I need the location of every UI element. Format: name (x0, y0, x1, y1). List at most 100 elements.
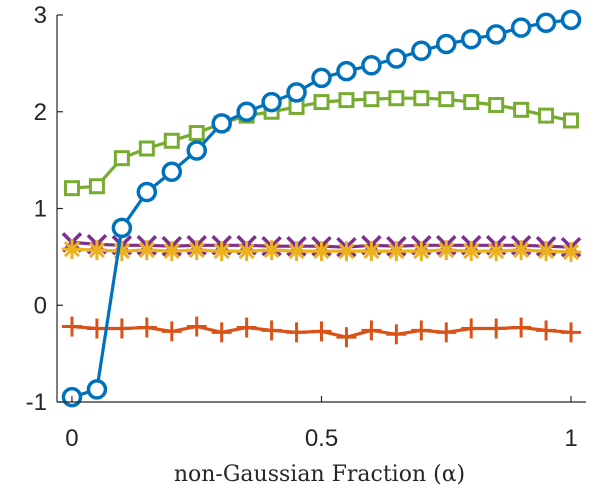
data-point (61, 239, 82, 260)
data-point (286, 241, 307, 262)
data-point (111, 241, 132, 262)
data-point (386, 48, 407, 69)
data-point (286, 82, 307, 103)
marker-stroke (213, 243, 230, 260)
data-point (311, 67, 332, 89)
data-point (313, 94, 330, 111)
data-point (460, 28, 482, 50)
data-point (86, 379, 108, 400)
data-point (411, 241, 432, 262)
data-point (86, 240, 107, 261)
data-point (560, 9, 582, 31)
y-tick-label: 2 (34, 99, 47, 126)
data-point (561, 242, 582, 263)
data-point (211, 322, 232, 343)
data-point (161, 241, 182, 262)
data-point (236, 101, 257, 122)
series-circle (61, 9, 582, 408)
data-point (338, 92, 355, 109)
x-tick-label: 0 (65, 425, 78, 452)
data-point (436, 240, 457, 261)
data-point (261, 91, 282, 113)
data-point (513, 101, 530, 118)
marker-stroke (488, 243, 505, 260)
data-point (136, 317, 157, 338)
marker-stroke (388, 243, 405, 260)
series-layer (61, 9, 582, 408)
data-point (510, 17, 532, 38)
series-asterisk (61, 239, 582, 263)
data-point (186, 140, 207, 161)
marker-stroke (288, 243, 305, 260)
data-point (413, 90, 430, 107)
data-point (363, 91, 380, 108)
data-point (488, 96, 505, 113)
data-point (388, 90, 405, 107)
y-tick-label: 0 (34, 292, 47, 319)
data-point (161, 161, 183, 182)
data-point (261, 320, 282, 341)
data-point (113, 150, 130, 167)
y-tick-label: 3 (34, 2, 47, 29)
data-point (136, 240, 157, 261)
data-point (486, 241, 507, 262)
data-point (361, 320, 382, 341)
data-point (86, 318, 107, 339)
marker-stroke (238, 243, 255, 260)
y-tick-label: -1 (26, 389, 47, 416)
marker-stroke (188, 242, 205, 259)
x-axis-label: non-Gaussian Fraction (α) (174, 462, 465, 487)
marker-stroke (413, 243, 430, 260)
data-point (311, 241, 332, 262)
data-point (236, 241, 257, 262)
data-point (286, 322, 307, 343)
data-point (386, 324, 407, 345)
data-point (438, 91, 455, 108)
marker-stroke (562, 243, 580, 261)
data-point (61, 316, 82, 337)
data-point (511, 317, 532, 338)
marker-stroke (63, 241, 81, 258)
data-point (535, 12, 557, 33)
marker-stroke (363, 243, 380, 260)
x-tick-label: 1 (564, 425, 577, 452)
marker-stroke (88, 242, 105, 259)
marker-stroke (538, 243, 555, 260)
data-point (411, 320, 432, 341)
data-point (561, 322, 582, 343)
data-point (386, 241, 407, 262)
data-point (463, 94, 480, 111)
data-point (111, 217, 133, 239)
tick-layer: -1 0 1 2 3 0 0.5 1 (26, 2, 578, 452)
data-point (186, 240, 207, 261)
data-point (486, 318, 507, 339)
data-point (361, 55, 382, 76)
data-point (186, 316, 207, 337)
data-point (188, 125, 205, 142)
data-point (485, 24, 507, 45)
data-point (211, 241, 232, 262)
marker-stroke (163, 243, 180, 260)
data-point (436, 33, 457, 55)
data-point (361, 241, 382, 262)
data-point (461, 318, 482, 339)
data-point (461, 241, 482, 262)
data-point (336, 327, 357, 348)
data-point (163, 132, 180, 149)
data-point (63, 180, 80, 197)
series-square (63, 90, 580, 197)
data-point (511, 240, 532, 261)
data-point (136, 181, 158, 203)
marker-stroke (138, 242, 155, 259)
y-tick-label: 1 (34, 196, 47, 223)
data-point (161, 321, 182, 342)
data-point (211, 113, 232, 134)
data-point (88, 178, 105, 195)
data-point (138, 140, 155, 157)
series-plus (61, 316, 582, 348)
marker-stroke (438, 242, 455, 259)
data-point (536, 241, 557, 262)
data-point (336, 60, 357, 82)
data-point (336, 241, 357, 262)
data-point (311, 321, 332, 342)
